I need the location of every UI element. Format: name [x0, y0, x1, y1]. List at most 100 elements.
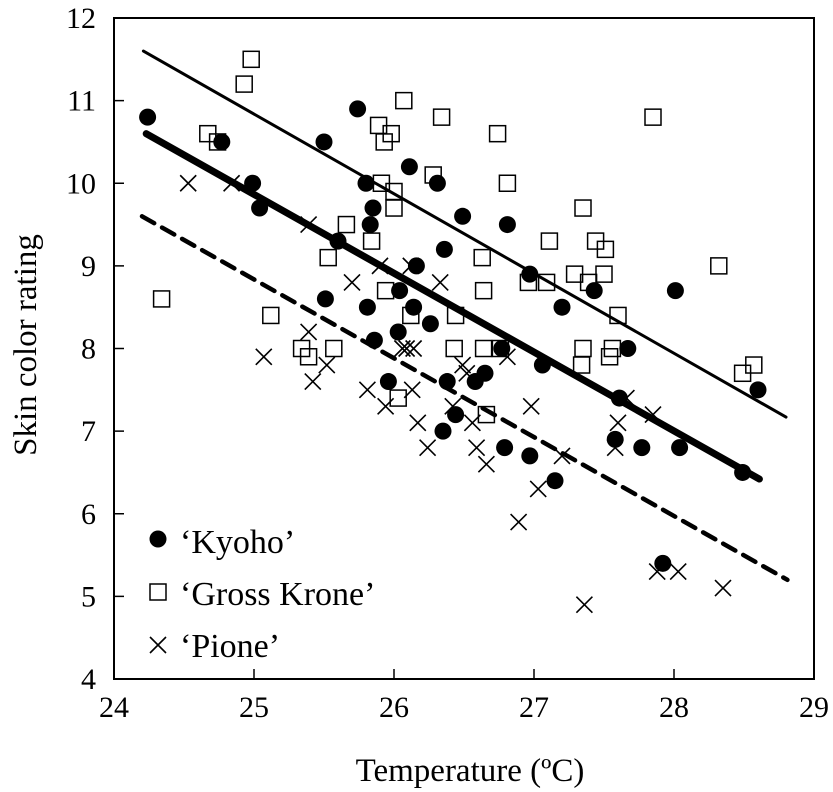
legend-marker-pione [149, 636, 167, 654]
y-tick-label: 6 [81, 498, 96, 531]
point-kyoho [496, 439, 514, 457]
point-kyoho [654, 554, 672, 572]
point-pione [377, 397, 395, 415]
point-pione [223, 174, 241, 192]
point-pione [606, 439, 624, 457]
point-kyoho [251, 199, 269, 217]
point-gross-krone [519, 273, 538, 292]
legend-label-kyoho: ‘Kyoho’ [180, 524, 295, 561]
point-gross-krone [572, 356, 591, 374]
point-pione [358, 381, 376, 399]
point-pione [644, 406, 662, 424]
point-gross-krone [540, 232, 559, 250]
point-gross-krone [596, 240, 615, 259]
y-tick-label: 10 [66, 167, 96, 200]
plot-marks [139, 49, 790, 614]
point-gross-krone [498, 174, 517, 192]
point-gross-krone [395, 91, 413, 110]
point-pione [409, 414, 427, 432]
point-gross-krone [424, 166, 442, 184]
x-tick-label: 28 [659, 691, 689, 724]
point-pione [575, 596, 593, 614]
point-gross-krone [262, 306, 280, 325]
legend: ‘Kyoho’ ‘Gross Krone’ ‘Pione’ [149, 524, 375, 665]
point-pione [458, 364, 476, 382]
point-gross-krone [488, 124, 507, 143]
point-gross-krone [325, 339, 343, 358]
point-kyoho [734, 463, 752, 481]
point-kyoho [379, 373, 397, 391]
point-pione [468, 439, 486, 457]
point-kyoho [315, 133, 333, 151]
point-kyoho [389, 323, 407, 341]
point-kyoho [666, 282, 684, 300]
point-kyoho [633, 439, 651, 457]
point-pione [444, 397, 462, 415]
point-kyoho [610, 389, 628, 407]
point-kyoho [447, 406, 465, 424]
point-pione [179, 174, 197, 192]
x-tick-label: 26 [379, 691, 409, 724]
point-gross-krone [644, 108, 662, 126]
point-kyoho [400, 158, 418, 176]
legend-label-pione: ‘Pione’ [180, 628, 280, 665]
point-gross-krone [491, 339, 510, 358]
point-gross-krone [609, 306, 627, 325]
point-kyoho [619, 340, 637, 357]
legend-label-gross-krone: ‘Gross Krone’ [180, 576, 375, 613]
axis-ticks: 24 25 26 27 28 29 4 5 6 7 8 9 10 11 12 [66, 2, 829, 724]
point-gross-krone [389, 389, 407, 407]
point-gross-krone [376, 281, 395, 300]
point-pione [714, 579, 732, 597]
legend-marker-gross-krone [149, 583, 167, 601]
point-kyoho [434, 422, 452, 440]
point-gross-krone [574, 199, 592, 217]
point-pione [454, 356, 472, 374]
point-kyoho [749, 381, 767, 399]
point-kyoho [438, 373, 456, 391]
point-kyoho [421, 315, 439, 333]
point-gross-krone [574, 339, 592, 358]
y-tick-label: 12 [66, 2, 96, 35]
point-gross-krone [595, 265, 613, 283]
point-gross-krone [208, 133, 227, 151]
point-pione [609, 414, 627, 432]
point-pione [419, 439, 437, 457]
point-kyoho [357, 174, 375, 192]
point-gross-krone [446, 306, 465, 325]
point-gross-krone [385, 199, 403, 217]
y-tick-label: 8 [81, 333, 96, 366]
point-pione [553, 447, 571, 465]
point-kyoho [435, 240, 453, 258]
y-axis-label: Skin color rating [8, 234, 44, 456]
point-kyoho [316, 290, 334, 308]
point-pione [477, 455, 495, 473]
x-tick-label: 24 [99, 691, 129, 724]
point-kyoho [498, 216, 516, 234]
point-gross-krone [474, 281, 493, 300]
point-gross-krone [337, 215, 356, 234]
point-pione [431, 273, 449, 291]
point-gross-krone [362, 232, 381, 250]
point-gross-krone [733, 364, 752, 383]
legend-marker-kyoho [149, 530, 167, 548]
point-kyoho [139, 108, 157, 126]
x-tick-label: 27 [519, 691, 549, 724]
point-kyoho [553, 298, 571, 316]
point-pione [498, 348, 516, 366]
point-kyoho [391, 282, 409, 300]
point-pione [403, 381, 421, 399]
point-pione [371, 257, 389, 275]
point-gross-krone [402, 306, 420, 325]
fit-line-pione [139, 214, 790, 583]
y-tick-label: 4 [81, 663, 96, 696]
point-pione [648, 563, 666, 581]
point-gross-krone [477, 405, 496, 424]
x-axis-label: Temperature (ºC) [356, 753, 585, 789]
point-gross-krone [235, 75, 253, 93]
point-pione [255, 348, 273, 366]
point-kyoho [364, 199, 382, 217]
point-pione [529, 480, 547, 498]
point-gross-krone [375, 133, 393, 151]
